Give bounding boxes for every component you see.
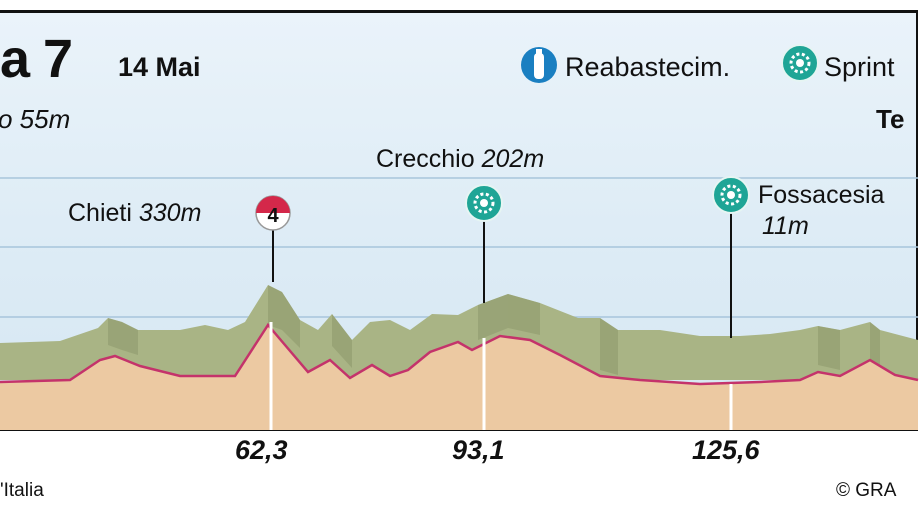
sprint-gear-icon (465, 184, 503, 222)
start-elevation: o 55m (0, 104, 71, 134)
profile-line (0, 322, 919, 386)
km-label: 125,6 (692, 435, 760, 465)
profile-ground (0, 325, 918, 430)
point-label-crecchio: Crecchio 202m (376, 145, 545, 173)
legend-label-refuel: Reabastecim. (565, 52, 731, 82)
source-credit: 'Italia (0, 480, 44, 501)
sprint-gear-icon (712, 176, 750, 214)
km-label: 62,3 (235, 435, 288, 465)
profile-shading (108, 285, 880, 375)
bottle-icon (521, 47, 557, 83)
copyright-credit: © GRA (836, 480, 897, 501)
point-leaders (272, 212, 732, 338)
svg-text:4: 4 (267, 205, 279, 227)
profile-surface (0, 285, 918, 380)
finish-label: Te (876, 104, 905, 134)
point-label-fossacesia: Fossacesia (758, 181, 885, 209)
km-label: 93,1 (452, 435, 505, 465)
legend-label-sprint: Sprint (824, 52, 895, 82)
climb-cat4-icon: 4 (255, 195, 291, 231)
stage-title: a 7 (0, 29, 73, 89)
stage-date: 14 Mai (118, 52, 201, 82)
point-label-chieti: Chieti 330m (68, 199, 202, 227)
km-ticks (269, 322, 733, 430)
point-elev-fossacesia: 11m (762, 212, 809, 240)
sprint-gear-icon (781, 44, 819, 82)
